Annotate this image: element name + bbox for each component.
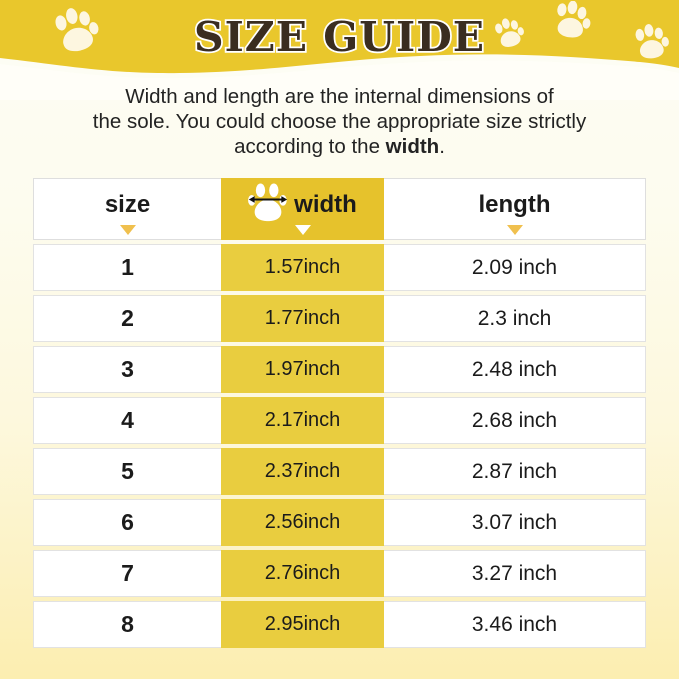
cell-length: 2.48 inch [384,346,646,393]
column-header-width[interactable]: width [221,178,384,240]
table-row: 8 2.95inch 3.46 inch [33,601,646,648]
table-row: 4 2.17inch 2.68 inch [33,397,646,444]
cell-length: 2.09 inch [384,244,646,291]
subtitle-emphasis-width: width [385,135,440,158]
cell-width: 2.56inch [221,499,384,546]
cell-length: 2.3 inch [384,295,646,342]
cell-length: 3.07 inch [384,499,646,546]
header-wave-shape [0,54,679,100]
column-header-size[interactable]: size [33,178,221,240]
paw-print-icon-1 [52,8,100,54]
cell-size: 6 [33,499,221,546]
cell-size: 5 [33,448,221,495]
subtitle-line-3-suffix: . [439,135,445,158]
table-header-row: size [33,178,646,240]
subtitle-line-3-prefix: according to the [234,135,386,158]
table-row: 3 1.97inch 2.48 inch [33,346,646,393]
cell-width: 1.77inch [221,295,384,342]
cell-size: 2 [33,295,221,342]
column-header-length-label: length [478,191,551,218]
cell-length: 3.46 inch [384,601,646,648]
column-header-width-label: width [294,191,357,218]
cell-size: 4 [33,397,221,444]
column-header-size-label: size [104,191,151,218]
size-table-container: size [33,174,646,652]
cell-size: 1 [33,244,221,291]
cell-width: 2.95inch [221,601,384,648]
table-body: 1 1.57inch 2.09 inch 2 1.77inch 2.3 inch 3 1.97… [33,244,646,648]
paw-print-icon-2 [493,18,525,49]
paw-print-icon-3 [551,1,592,40]
cell-width: 2.76inch [221,550,384,597]
subtitle-line-1: Width and length are the internal dimens… [125,85,554,108]
cell-size: 8 [33,601,221,648]
caret-down-icon-size [119,225,136,235]
cell-width: 2.17inch [221,397,384,444]
cell-width: 1.57inch [221,244,384,291]
caret-down-icon-length [506,225,523,235]
table-row: 6 2.56inch 3.07 inch [33,499,646,546]
header-band: SIZE GUIDE [0,0,679,100]
paw-print-icon-4 [632,24,670,61]
subtitle-line-2: the sole. You could choose the appropria… [92,110,587,133]
subtitle-text: Width and length are the internal dimens… [60,84,620,159]
cell-length: 2.68 inch [384,397,646,444]
table-row: 7 2.76inch 3.27 inch [33,550,646,597]
table-row: 1 1.57inch 2.09 inch [33,244,646,291]
caret-down-icon-width [294,225,311,235]
cell-width: 2.37inch [221,448,384,495]
cell-width: 1.97inch [221,346,384,393]
cell-length: 2.87 inch [384,448,646,495]
page-title: SIZE GUIDE [192,11,486,63]
table-row: 2 1.77inch 2.3 inch [33,295,646,342]
cell-size: 3 [33,346,221,393]
paw-width-measure-icon [248,181,288,230]
table-header: size [33,178,646,240]
cell-size: 7 [33,550,221,597]
cell-length: 3.27 inch [384,550,646,597]
table-row: 5 2.37inch 2.87 inch [33,448,646,495]
column-header-length[interactable]: length [384,178,646,240]
size-table: size [33,174,646,652]
